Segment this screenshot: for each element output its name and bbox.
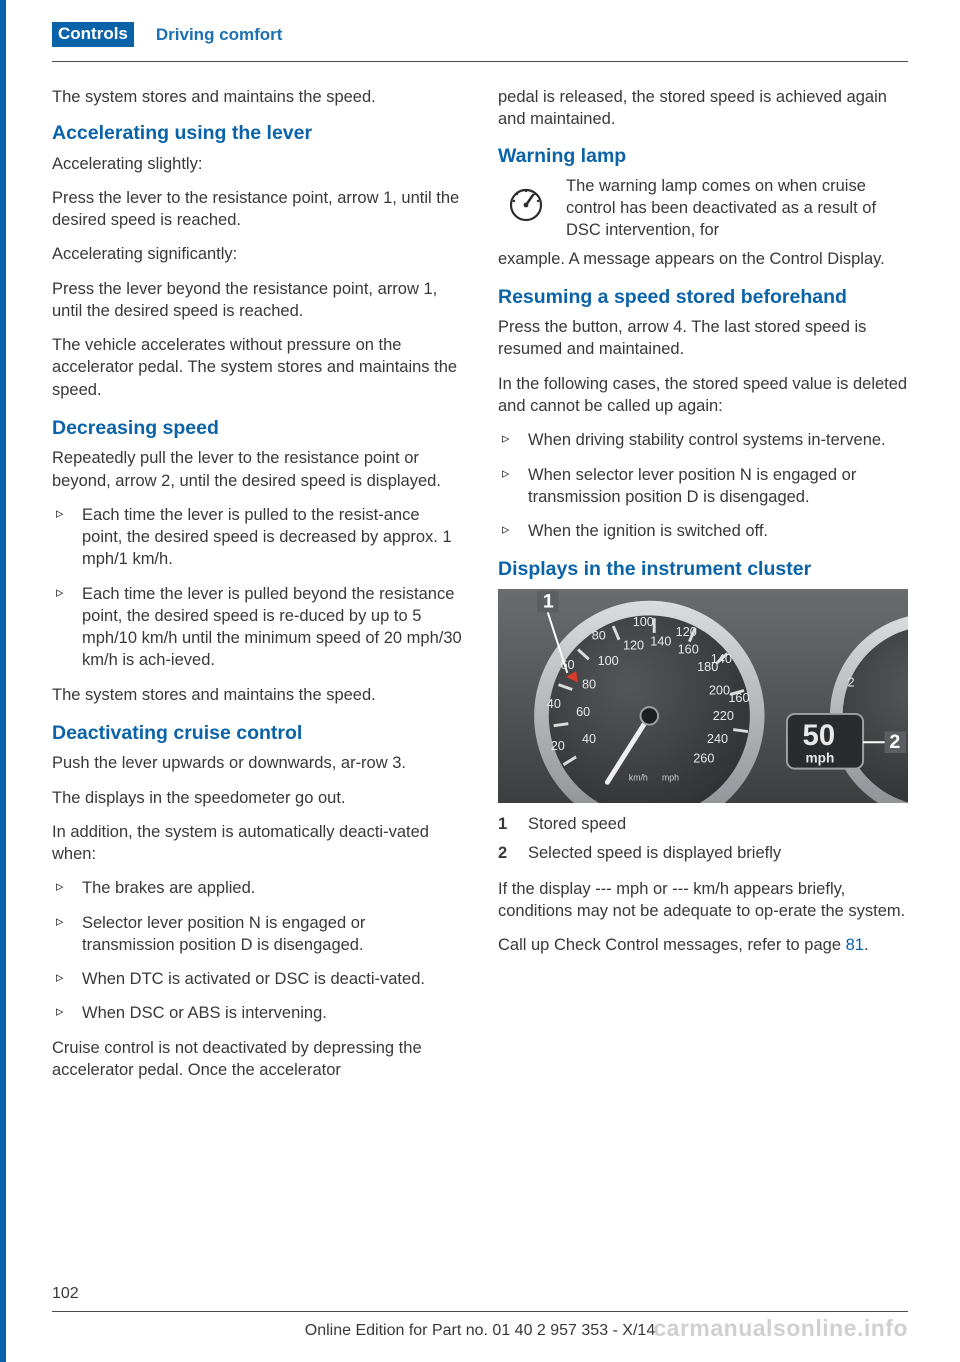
body-text: Accelerating significantly:: [52, 243, 462, 265]
legend-text: Stored speed: [528, 813, 626, 835]
svg-text:100: 100: [598, 654, 619, 668]
list-item: Each time the lever is pulled to the res…: [52, 504, 462, 571]
figure-legend: 1 Stored speed 2 Selected speed is displ…: [498, 813, 908, 864]
legend-row: 1 Stored speed: [498, 813, 908, 835]
bullet-list: The brakes are applied. Selector lever p…: [52, 877, 462, 1024]
list-item: When selector lever position N is engage…: [498, 464, 908, 509]
svg-text:60: 60: [576, 705, 590, 719]
left-edge-bar: [0, 0, 6, 1362]
body-text: Press the button, arrow 4. The last stor…: [498, 316, 908, 361]
svg-text:80: 80: [582, 677, 596, 691]
svg-text:120: 120: [676, 625, 697, 639]
page-number: 102: [52, 1285, 79, 1303]
left-column: The system stores and maintains the spee…: [52, 86, 462, 1093]
page: Controls Driving comfort The system stor…: [0, 0, 960, 1362]
svg-text:40: 40: [582, 732, 596, 746]
bullet-list: Each time the lever is pulled to the res…: [52, 504, 462, 672]
heading-accelerating: Accelerating using the lever: [52, 120, 462, 146]
body-text: Accelerating slightly:: [52, 153, 462, 175]
svg-text:160: 160: [678, 642, 699, 656]
watermark: carmanualsonline.info: [653, 1315, 908, 1342]
speedometer-icon: [498, 175, 554, 231]
svg-text:mph: mph: [662, 772, 679, 782]
list-item: When driving stability control systems i…: [498, 429, 908, 451]
callout-2: 2: [889, 731, 900, 753]
list-item: When the ignition is switched off.: [498, 520, 908, 542]
page-footer: 102 Online Edition for Part no. 01 40 2 …: [52, 1285, 908, 1340]
badge-unit: mph: [805, 750, 834, 765]
instrument-cluster-figure: 2 1: [498, 589, 908, 804]
svg-text:20: 20: [551, 739, 565, 753]
list-item: When DTC is activated or DSC is deacti‐v…: [52, 968, 462, 990]
svg-text:260: 260: [693, 751, 714, 765]
body-text: The warning lamp comes on when cruise co…: [566, 175, 908, 242]
body-text: Push the lever upwards or downwards, ar‐…: [52, 752, 462, 774]
svg-text:km/h: km/h: [629, 772, 648, 782]
svg-text:100: 100: [633, 615, 654, 629]
breadcrumb: Controls Driving comfort: [52, 18, 908, 61]
body-text: Press the lever beyond the resistance po…: [52, 278, 462, 323]
svg-text:80: 80: [592, 628, 606, 642]
list-item: When DSC or ABS is intervening.: [52, 1002, 462, 1024]
body-text: Press the lever to the resistance point,…: [52, 187, 462, 232]
body-text: example. A message appears on the Contro…: [498, 248, 908, 270]
right-column: pedal is released, the stored speed is a…: [498, 86, 908, 1093]
badge-value: 50: [803, 719, 836, 752]
svg-text:140: 140: [650, 634, 671, 648]
callout-1: 1: [543, 590, 554, 612]
body-text-fragment: .: [864, 936, 869, 954]
instrument-cluster-svg: 2 1: [498, 589, 908, 804]
body-text: Call up Check Control messages, refer to…: [498, 934, 908, 956]
svg-text:200: 200: [709, 683, 730, 697]
body-text-fragment: Call up Check Control messages, refer to…: [498, 936, 846, 954]
legend-num: 2: [498, 842, 514, 864]
list-item: Selector lever position N is engaged or …: [52, 912, 462, 957]
svg-text:240: 240: [707, 732, 728, 746]
footer-text: Online Edition for Part no. 01 40 2 957 …: [305, 1322, 655, 1339]
footer-rule: [52, 1311, 908, 1312]
heading-warning-lamp: Warning lamp: [498, 143, 908, 169]
breadcrumb-active: Controls: [52, 22, 134, 47]
svg-text:180: 180: [697, 660, 718, 674]
body-text: Repeatedly pull the lever to the resista…: [52, 447, 462, 492]
body-text: In addition, the system is automatically…: [52, 821, 462, 866]
page-reference-link[interactable]: 81: [846, 936, 864, 954]
body-text: The vehicle accelerates without pressure…: [52, 334, 462, 401]
body-text: If the display --- mph or --- km/h appea…: [498, 878, 908, 923]
heading-decreasing: Decreasing speed: [52, 415, 462, 441]
svg-text:2: 2: [847, 675, 854, 689]
legend-row: 2 Selected speed is displayed briefly: [498, 842, 908, 864]
svg-text:220: 220: [713, 708, 734, 722]
body-text: The system stores and maintains the spee…: [52, 86, 462, 108]
list-item: The brakes are applied.: [52, 877, 462, 899]
heading-displays: Displays in the instrument cluster: [498, 556, 908, 582]
bullet-list: When driving stability control systems i…: [498, 429, 908, 542]
legend-num: 1: [498, 813, 514, 835]
footer-line: Online Edition for Part no. 01 40 2 957 …: [52, 1322, 908, 1340]
body-text: The system stores and maintains the spee…: [52, 684, 462, 706]
heading-deactivating: Deactivating cruise control: [52, 720, 462, 746]
body-text: The displays in the speedometer go out.: [52, 787, 462, 809]
content-columns: The system stores and maintains the spee…: [52, 86, 908, 1093]
warning-row: The warning lamp comes on when cruise co…: [498, 175, 908, 242]
svg-text:120: 120: [623, 638, 644, 652]
header-rule: [52, 61, 908, 62]
svg-text:40: 40: [547, 697, 561, 711]
breadcrumb-section: Driving comfort: [156, 25, 283, 45]
legend-text: Selected speed is displayed briefly: [528, 842, 781, 864]
body-text: pedal is released, the stored speed is a…: [498, 86, 908, 131]
list-item: Each time the lever is pulled beyond the…: [52, 583, 462, 672]
svg-text:160: 160: [728, 691, 749, 705]
heading-resuming: Resuming a speed stored beforehand: [498, 284, 908, 310]
body-text: Cruise control is not deactivated by dep…: [52, 1037, 462, 1082]
body-text: In the following cases, the stored speed…: [498, 373, 908, 418]
